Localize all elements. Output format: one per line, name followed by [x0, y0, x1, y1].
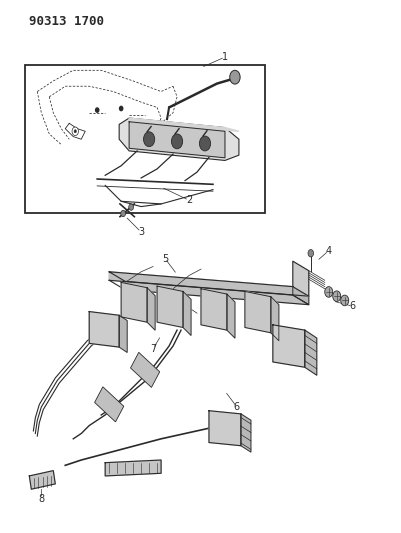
- Polygon shape: [130, 352, 159, 387]
- Circle shape: [199, 136, 210, 151]
- Circle shape: [119, 107, 122, 111]
- Polygon shape: [157, 286, 182, 327]
- Polygon shape: [244, 292, 270, 333]
- Text: 8: 8: [38, 494, 44, 504]
- Polygon shape: [105, 460, 161, 476]
- Polygon shape: [109, 272, 308, 296]
- Text: 3: 3: [138, 227, 144, 237]
- Circle shape: [143, 132, 154, 147]
- Polygon shape: [272, 325, 304, 367]
- Polygon shape: [292, 261, 308, 296]
- Polygon shape: [240, 414, 250, 452]
- Polygon shape: [304, 330, 316, 375]
- Polygon shape: [89, 312, 119, 347]
- Polygon shape: [292, 287, 308, 305]
- Polygon shape: [94, 387, 124, 422]
- Circle shape: [72, 127, 78, 135]
- Bar: [25, 65, 264, 214]
- Polygon shape: [29, 471, 55, 489]
- Text: 7: 7: [150, 344, 156, 354]
- Polygon shape: [200, 289, 227, 330]
- Circle shape: [74, 130, 76, 133]
- Text: 1: 1: [221, 52, 227, 62]
- Circle shape: [307, 249, 313, 257]
- Text: 6: 6: [349, 301, 355, 311]
- Polygon shape: [129, 118, 238, 131]
- Polygon shape: [129, 122, 225, 158]
- Text: 2: 2: [185, 195, 192, 205]
- Polygon shape: [119, 118, 238, 160]
- Circle shape: [171, 134, 182, 149]
- Circle shape: [324, 287, 332, 297]
- Circle shape: [229, 70, 239, 84]
- Circle shape: [340, 295, 348, 306]
- Text: 90313 1700: 90313 1700: [29, 14, 104, 28]
- Polygon shape: [119, 316, 127, 352]
- Polygon shape: [270, 297, 278, 341]
- Polygon shape: [182, 292, 190, 335]
- Circle shape: [120, 211, 125, 216]
- Text: 6: 6: [233, 402, 239, 412]
- Polygon shape: [109, 272, 308, 305]
- Text: 4: 4: [325, 246, 331, 256]
- Text: 5: 5: [162, 254, 168, 263]
- Circle shape: [128, 204, 133, 211]
- Polygon shape: [121, 282, 147, 322]
- Polygon shape: [209, 411, 240, 446]
- Circle shape: [95, 108, 99, 112]
- Polygon shape: [147, 288, 155, 330]
- Polygon shape: [227, 294, 234, 338]
- Circle shape: [332, 291, 340, 302]
